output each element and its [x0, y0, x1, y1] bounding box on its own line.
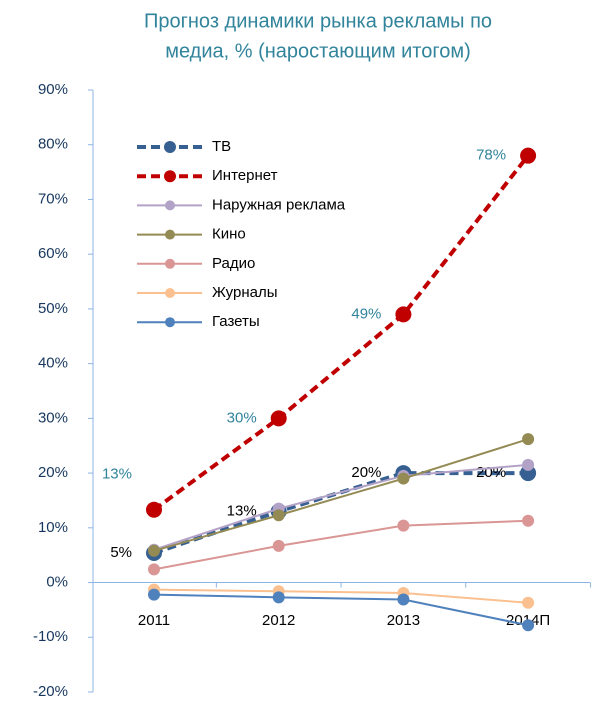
series-line [152, 154, 530, 512]
marker [520, 147, 537, 164]
chart-title: медиа, % (наростающим итогом) [165, 40, 471, 62]
marker [148, 588, 160, 601]
y-tick-label: 50% [38, 300, 68, 317]
series-line [153, 463, 529, 551]
marker [272, 591, 285, 604]
legend-marker [164, 170, 176, 183]
series-line [153, 438, 529, 552]
series-line [153, 593, 529, 627]
series-line [153, 588, 529, 604]
marker [397, 472, 410, 485]
y-tick-label: 30% [38, 409, 68, 426]
marker [272, 509, 285, 522]
data-label: 30% [227, 409, 257, 426]
y-tick-label: 10% [38, 519, 68, 536]
x-tick-label: 2012 [262, 612, 295, 629]
marker [397, 593, 410, 606]
y-tick-label: 80% [38, 136, 68, 153]
data-label: 13% [102, 466, 132, 483]
marker [272, 539, 285, 552]
legend-marker [165, 258, 175, 269]
legend-marker [165, 317, 175, 328]
data-label: 13% [227, 502, 257, 519]
marker [270, 410, 287, 427]
series-line [153, 519, 529, 571]
y-tick-label: 40% [38, 355, 68, 372]
marker [395, 306, 412, 323]
y-tick-label: -20% [33, 683, 68, 700]
legend-label: Журналы [212, 284, 278, 301]
data-label: 5% [110, 544, 132, 561]
marker [522, 619, 535, 632]
x-tick-label: 2011 [138, 612, 170, 629]
marker [522, 433, 535, 446]
series-line [153, 471, 529, 555]
legend-marker [165, 200, 175, 211]
y-tick-label: 0% [46, 574, 68, 591]
legend-label: Газеты [212, 313, 260, 330]
legend-label: Наружная реклама [212, 196, 346, 213]
y-tick-label: 70% [38, 190, 68, 207]
legend-label: Радио [212, 255, 255, 272]
y-tick-label: -10% [33, 628, 68, 645]
marker [397, 519, 410, 532]
marker [146, 501, 162, 518]
data-label: 78% [476, 147, 506, 164]
marker [522, 458, 535, 471]
marker [522, 514, 535, 527]
legend-label: Кино [212, 226, 246, 243]
legend-marker [164, 141, 176, 153]
y-tick-label: 90% [38, 81, 68, 98]
legend-label: ТВ [212, 138, 231, 155]
data-label: 20% [351, 464, 381, 481]
marker [148, 563, 160, 576]
data-label: 49% [351, 305, 381, 322]
marker [148, 544, 160, 557]
legend-marker [165, 229, 175, 240]
marker [522, 596, 535, 609]
legend-marker [165, 288, 175, 298]
chart-title: Прогноз динамики рынка рекламы по [144, 10, 492, 32]
legend-label: Интернет [212, 167, 278, 184]
y-tick-label: 60% [38, 245, 68, 262]
x-tick-label: 2013 [387, 612, 420, 629]
y-tick-label: 20% [38, 464, 68, 481]
